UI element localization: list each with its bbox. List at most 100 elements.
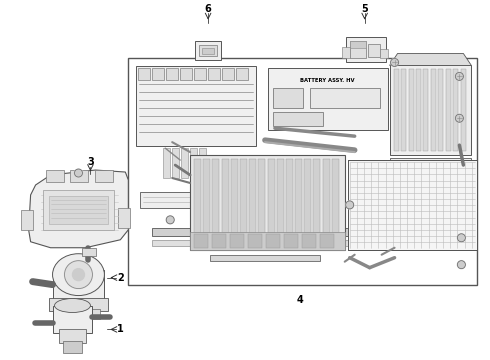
- Bar: [152, 68, 164, 80]
- Circle shape: [457, 261, 465, 269]
- Bar: [119, 208, 130, 228]
- Bar: [190, 155, 345, 250]
- Bar: [452, 161, 463, 174]
- Bar: [266, 234, 280, 248]
- Bar: [248, 234, 262, 248]
- Bar: [240, 159, 247, 246]
- Text: 4: 4: [296, 294, 303, 305]
- Circle shape: [74, 169, 82, 177]
- Polygon shape: [390, 54, 471, 66]
- Bar: [348, 160, 477, 250]
- Bar: [405, 206, 415, 219]
- Bar: [190, 232, 345, 250]
- Bar: [405, 176, 415, 189]
- Bar: [461, 69, 466, 151]
- Bar: [401, 69, 406, 151]
- Bar: [284, 234, 298, 248]
- Bar: [96, 170, 113, 182]
- Bar: [392, 191, 403, 204]
- Bar: [208, 68, 220, 80]
- Bar: [452, 176, 463, 189]
- Bar: [49, 196, 108, 224]
- Polygon shape: [28, 170, 128, 248]
- Bar: [310, 88, 380, 108]
- Bar: [199, 45, 217, 57]
- Bar: [273, 88, 303, 108]
- Bar: [439, 69, 443, 151]
- Bar: [416, 176, 426, 189]
- Bar: [56, 310, 100, 319]
- Bar: [423, 69, 428, 151]
- Circle shape: [346, 201, 354, 209]
- Bar: [416, 206, 426, 219]
- Bar: [190, 148, 197, 178]
- Bar: [295, 159, 302, 246]
- Bar: [180, 68, 192, 80]
- Bar: [71, 170, 89, 182]
- Circle shape: [457, 234, 465, 242]
- Bar: [82, 248, 97, 256]
- Ellipse shape: [52, 254, 104, 296]
- Text: BATTERY ASSY. HV: BATTERY ASSY. HV: [300, 78, 355, 83]
- Bar: [416, 191, 426, 204]
- Bar: [195, 41, 221, 60]
- Ellipse shape: [54, 298, 91, 312]
- Bar: [258, 159, 266, 246]
- Bar: [194, 234, 208, 248]
- Bar: [441, 161, 450, 174]
- Bar: [320, 234, 334, 248]
- Bar: [231, 159, 238, 246]
- Bar: [286, 159, 293, 246]
- Bar: [152, 240, 412, 246]
- Circle shape: [73, 269, 84, 280]
- Bar: [52, 306, 93, 333]
- Text: 1: 1: [117, 324, 124, 334]
- Text: 6: 6: [205, 4, 212, 14]
- Bar: [416, 161, 426, 174]
- Circle shape: [455, 114, 464, 122]
- Bar: [128, 58, 477, 285]
- Bar: [350, 41, 366, 48]
- Bar: [152, 228, 412, 236]
- Circle shape: [391, 58, 398, 67]
- Bar: [21, 210, 33, 230]
- Bar: [342, 46, 350, 58]
- Text: 2: 2: [117, 273, 124, 283]
- Bar: [172, 148, 179, 178]
- Bar: [332, 159, 339, 246]
- Bar: [346, 37, 386, 62]
- Bar: [46, 170, 64, 182]
- Bar: [194, 159, 201, 246]
- Bar: [428, 191, 439, 204]
- Bar: [49, 298, 108, 311]
- Bar: [249, 159, 256, 246]
- Bar: [409, 69, 414, 151]
- Bar: [273, 112, 323, 126]
- Bar: [199, 148, 206, 178]
- Bar: [166, 68, 178, 80]
- Circle shape: [65, 261, 93, 289]
- Bar: [136, 67, 256, 146]
- Bar: [314, 159, 320, 246]
- Bar: [194, 68, 206, 80]
- Bar: [428, 176, 439, 189]
- Bar: [236, 68, 248, 80]
- Bar: [322, 159, 330, 246]
- Bar: [63, 341, 82, 353]
- Bar: [138, 68, 150, 80]
- Bar: [212, 234, 226, 248]
- Bar: [202, 48, 214, 54]
- Bar: [441, 206, 450, 219]
- Text: 5: 5: [361, 4, 368, 14]
- Bar: [405, 161, 415, 174]
- Bar: [221, 159, 229, 246]
- Bar: [230, 234, 244, 248]
- Bar: [452, 206, 463, 219]
- Bar: [368, 44, 380, 58]
- Bar: [268, 159, 274, 246]
- Bar: [441, 176, 450, 189]
- Bar: [181, 148, 188, 178]
- Bar: [392, 161, 403, 174]
- Bar: [52, 270, 104, 300]
- Bar: [405, 191, 415, 204]
